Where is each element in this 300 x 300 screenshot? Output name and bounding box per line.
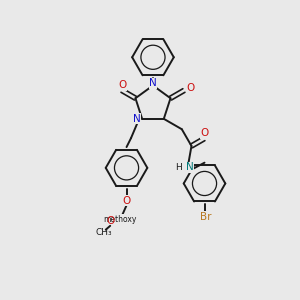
- Text: methoxy: methoxy: [103, 215, 137, 224]
- Text: N: N: [186, 162, 194, 172]
- Text: H: H: [176, 163, 182, 172]
- Text: N: N: [133, 114, 141, 124]
- Text: O: O: [200, 128, 208, 139]
- Text: Br: Br: [200, 212, 212, 222]
- Text: O: O: [122, 196, 131, 206]
- Text: N: N: [149, 78, 157, 88]
- Text: O: O: [118, 80, 127, 90]
- Text: O: O: [106, 216, 114, 226]
- Text: O: O: [186, 82, 194, 92]
- Text: CH₃: CH₃: [95, 228, 112, 237]
